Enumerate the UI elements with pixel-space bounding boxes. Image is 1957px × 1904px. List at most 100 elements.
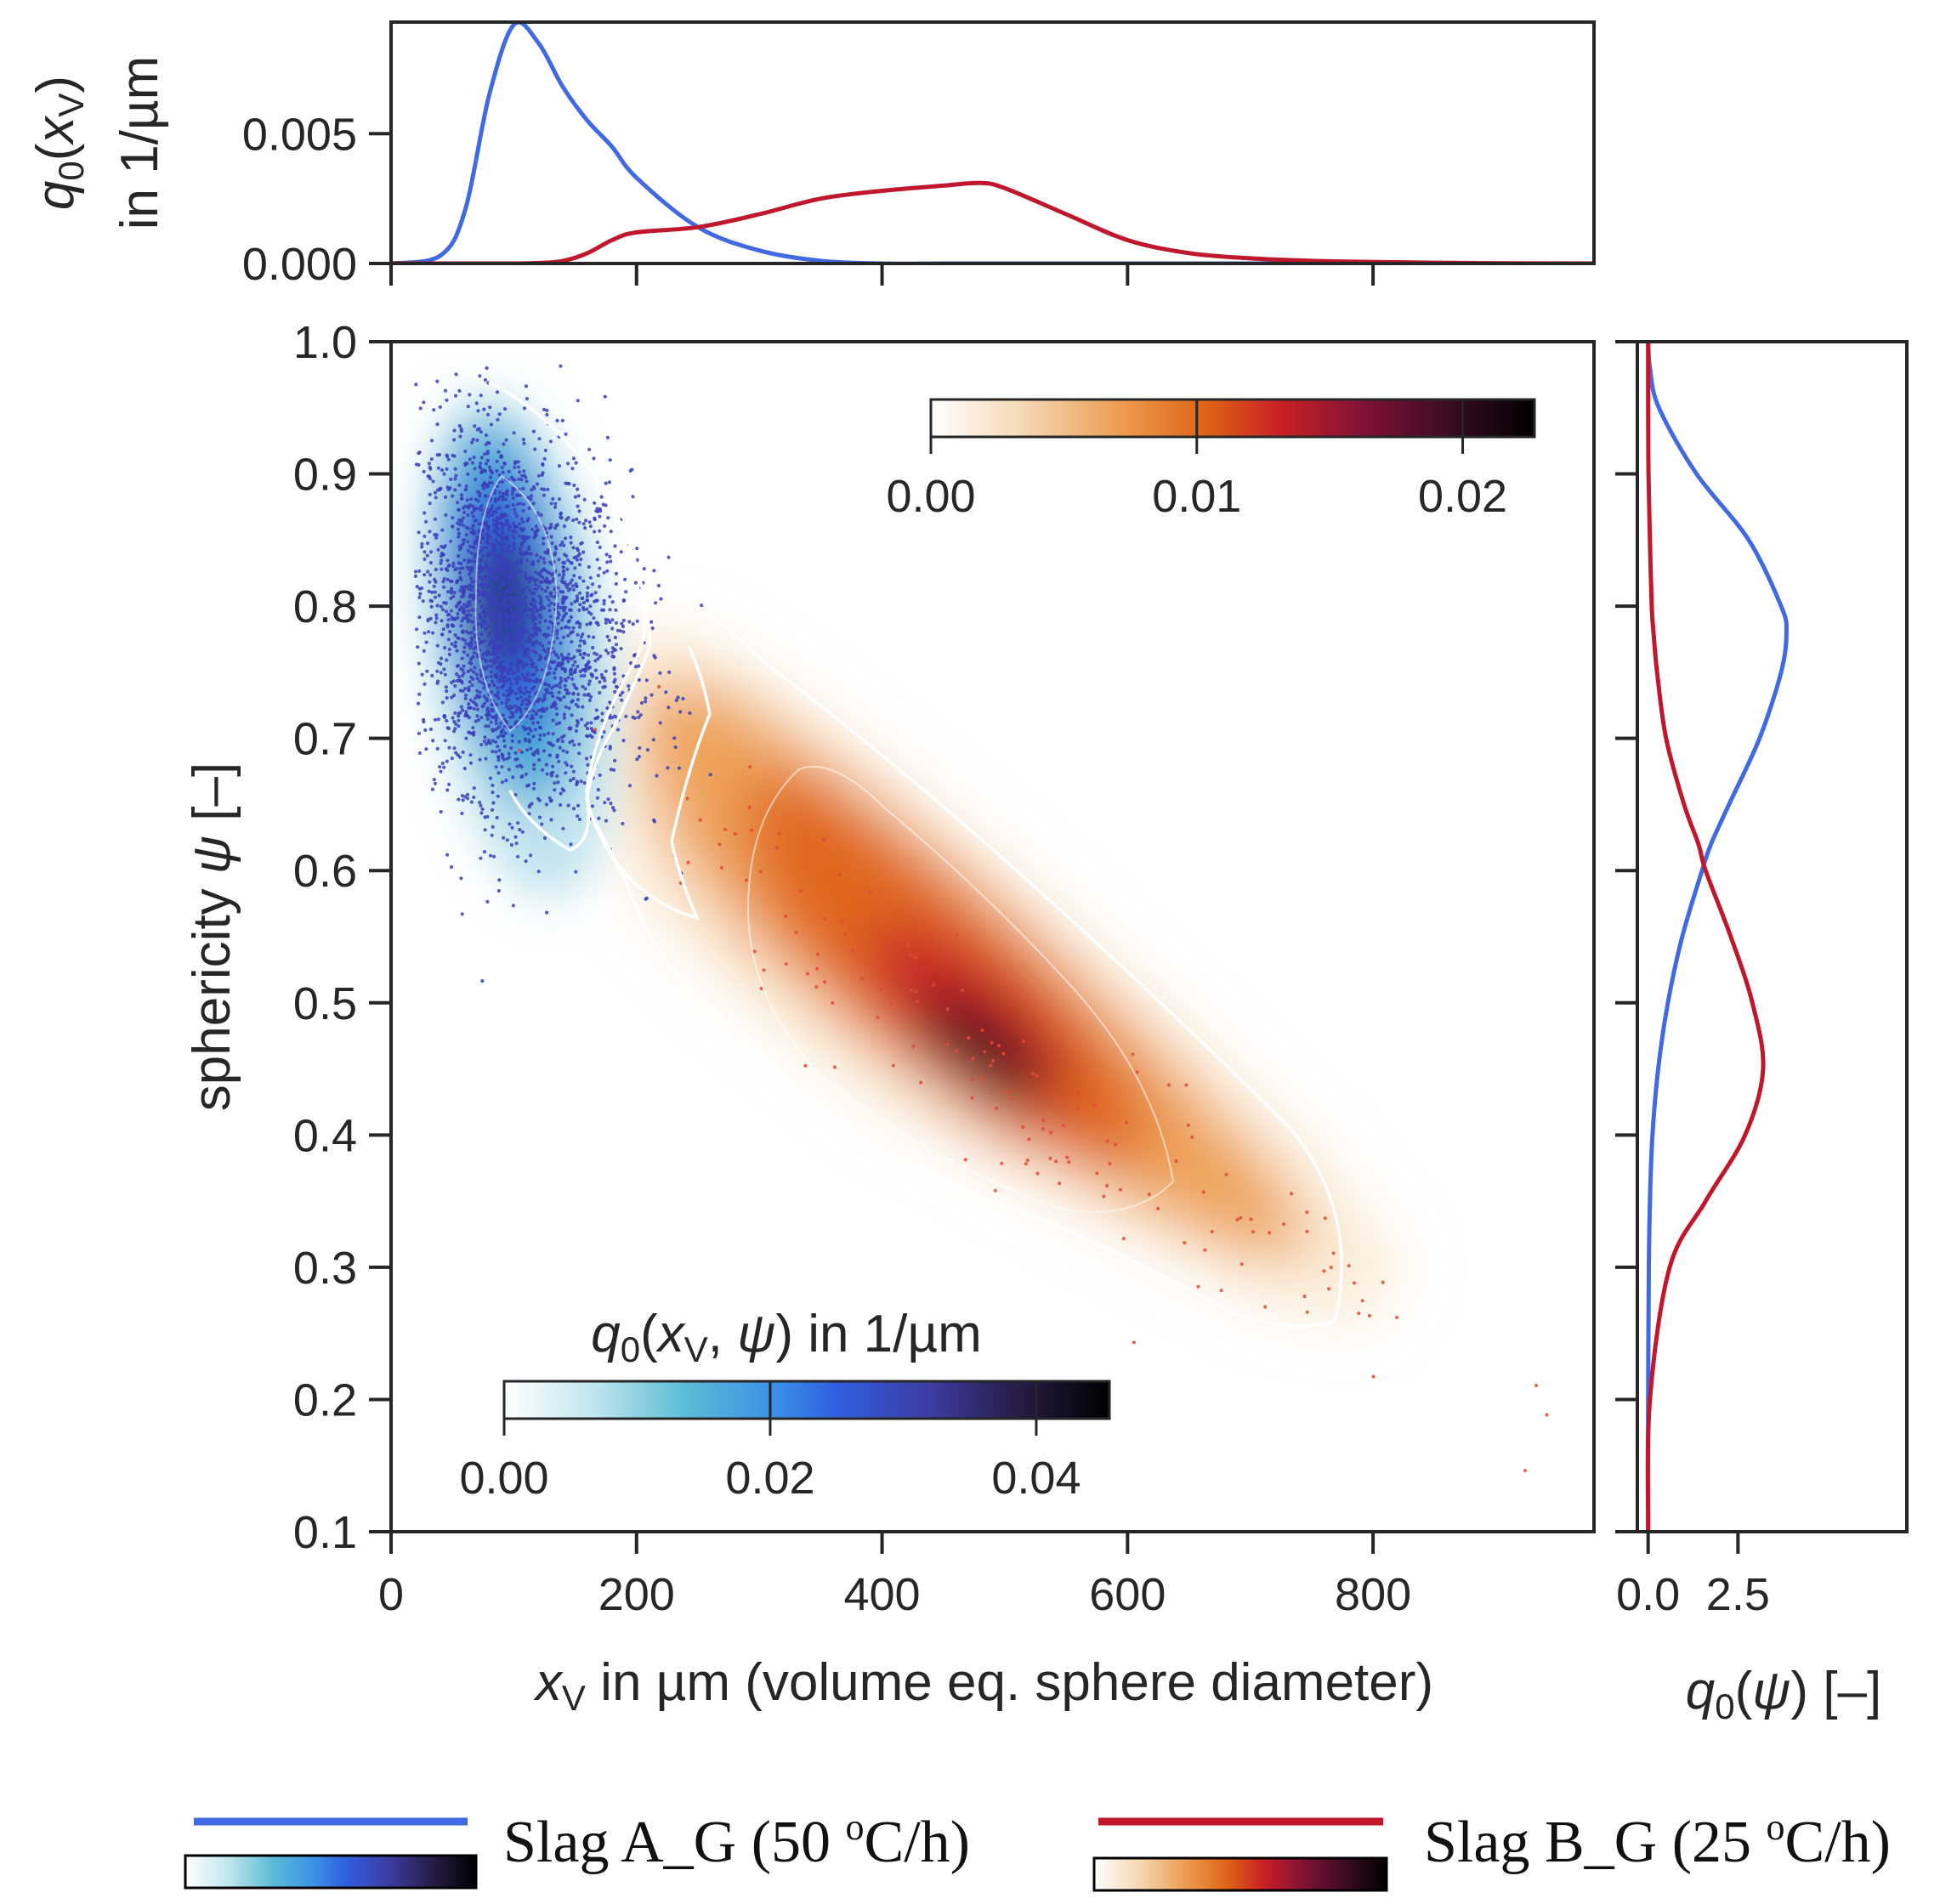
slag-a-point	[501, 581, 505, 586]
slag-a-point	[528, 607, 532, 611]
slag-a-point	[546, 579, 550, 583]
slag-a-point	[504, 667, 508, 672]
slag-a-point	[452, 428, 457, 433]
slag-a-point	[575, 723, 579, 728]
slag-a-point	[536, 870, 541, 874]
slag-a-point	[523, 609, 527, 614]
slag-a-point	[494, 765, 498, 769]
slag-a-point	[587, 447, 592, 451]
slag-a-point	[587, 666, 591, 671]
slag-a-point	[518, 534, 522, 538]
slag-a-point	[554, 524, 559, 528]
slag-b-point	[1210, 1229, 1214, 1234]
slag-a-point	[511, 477, 515, 481]
slag-a-point	[442, 472, 446, 476]
slag-a-point	[507, 768, 512, 772]
slag-a-point	[524, 859, 528, 864]
main-y-tick-label: 0.7	[293, 714, 357, 765]
slag-a-point	[482, 407, 486, 411]
slag-a-point	[527, 506, 531, 511]
slag-b-point	[1249, 1217, 1253, 1221]
slag-a-point	[608, 554, 612, 559]
slag-a-point	[486, 724, 491, 728]
slag-a-point	[417, 731, 421, 736]
slag-a-point	[576, 548, 581, 552]
slag-a-point	[491, 603, 495, 607]
slag-a-point	[463, 696, 468, 701]
slag-a-point	[555, 774, 559, 779]
slag-a-point	[500, 765, 504, 769]
slag-a-point	[493, 497, 498, 502]
slag-a-point	[548, 741, 553, 745]
slag-a-point	[435, 746, 440, 751]
slag-a-point	[549, 591, 553, 595]
slag-a-point	[480, 620, 485, 624]
slag-a-point	[553, 781, 557, 785]
slag-a-point	[499, 521, 504, 525]
slag-a-point	[414, 382, 418, 387]
slag-a-point	[505, 698, 509, 702]
slag-a-point	[498, 623, 502, 628]
slag-a-point	[515, 667, 520, 672]
slag-a-point	[556, 780, 560, 785]
slag-a-point	[547, 626, 551, 631]
slag-a-point	[439, 671, 444, 675]
slag-a-point	[537, 738, 542, 742]
slag-a-point	[483, 815, 487, 819]
slag-a-point	[447, 612, 451, 616]
slag-a-point	[602, 676, 606, 680]
slag-a-point	[428, 492, 432, 496]
slag-a-point	[485, 458, 491, 462]
slag-a-point	[476, 718, 481, 722]
slag-a-point	[542, 407, 547, 411]
cb-title-psi: ψ	[737, 1305, 775, 1363]
slag-a-point	[462, 767, 467, 771]
slag-a-point	[558, 721, 562, 725]
slag-a-point	[459, 519, 464, 524]
slag-a-point	[500, 700, 504, 705]
slag-a-point	[624, 714, 628, 718]
slag-a-point	[453, 644, 458, 649]
slag-a-point	[427, 474, 431, 479]
slag-b-point	[1076, 1091, 1081, 1096]
slag-a-point	[457, 678, 462, 683]
slag-a-point	[449, 596, 453, 601]
slag-a-point	[577, 563, 582, 567]
density-contours	[474, 381, 1343, 1328]
slag-a-point	[511, 486, 515, 490]
slag-a-point	[469, 587, 474, 592]
slag-a-point	[488, 776, 493, 780]
slag-a-point	[449, 609, 453, 613]
slag-a-point	[570, 467, 575, 471]
slag-a-point	[517, 706, 521, 710]
main-y-tick-label: 0.6	[293, 846, 357, 897]
slag-b-point	[1357, 1312, 1361, 1316]
slag-a-point	[563, 669, 568, 674]
slag-b-point	[1239, 1216, 1243, 1220]
slag-a-point	[489, 513, 493, 518]
top-y-tick-label: 0.005	[242, 109, 357, 160]
slag-b-point	[908, 953, 913, 957]
colorbar-a-tick-label: 0.00	[459, 1453, 548, 1504]
slag-a-point	[503, 595, 508, 599]
slag-b-point	[1108, 1161, 1112, 1165]
slag-a-point	[560, 740, 564, 744]
slag-a-point	[571, 692, 576, 696]
slag-a-point	[519, 710, 523, 714]
slag-a-point	[511, 711, 515, 717]
slag-a-point	[517, 740, 521, 744]
slag-a-point	[596, 574, 601, 578]
slag-a-point	[487, 465, 492, 469]
slag-a-point	[547, 526, 552, 530]
slag-a-point	[571, 776, 576, 781]
slag-a-point	[557, 464, 562, 468]
slag-a-point	[474, 672, 479, 677]
slag-a-point	[527, 812, 531, 816]
slag-b-point	[1024, 1162, 1028, 1166]
slag-a-point	[472, 651, 477, 655]
slag-a-point	[547, 683, 552, 688]
slag-a-point	[576, 814, 580, 819]
slag-a-point	[547, 691, 552, 695]
slag-a-point	[515, 664, 519, 668]
